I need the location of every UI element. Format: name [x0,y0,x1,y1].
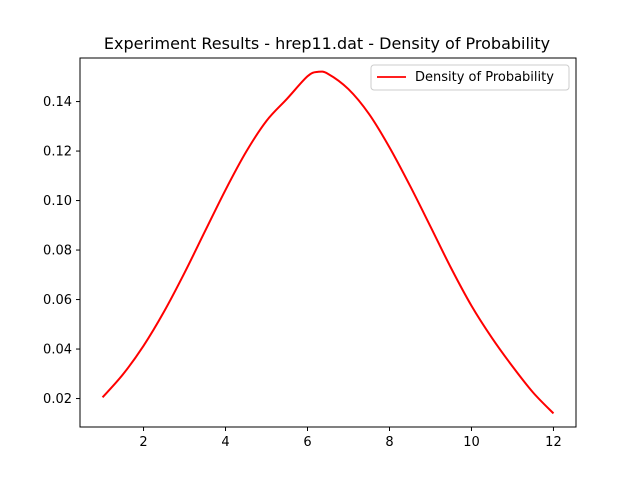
y-tick-label: 0.02 [43,392,72,407]
x-tick-label: 4 [221,435,229,450]
x-tick-label: 2 [139,435,147,450]
y-tick-label: 0.12 [43,145,72,160]
series-layer [101,70,555,415]
plot-area [80,58,576,427]
y-tick-label: 0.14 [43,95,72,110]
x-tick-label: 12 [545,435,562,450]
axes-layer: 2 4 6 8 10 12 0.02 0.04 0.06 0.08 0.10 0.12 0.14 [43,57,577,450]
y-tick-label: 0.06 [43,293,72,308]
legend-label: Density of Probability [415,70,554,85]
x-tick-label: 6 [303,435,311,450]
axes-frame [79,57,577,428]
chart-title: Experiment Results - hrep11.dat - Densit… [104,34,550,53]
y-tick-label: 0.08 [43,244,72,259]
y-tick-label: 0.04 [43,343,72,358]
y-tick-label: 0.10 [43,194,72,209]
x-tick-label: 8 [385,435,393,450]
x-tick-label: 10 [463,435,480,450]
series-line-density [101,70,555,415]
legend: Density of Probability [370,64,570,91]
legend-box [370,64,570,91]
